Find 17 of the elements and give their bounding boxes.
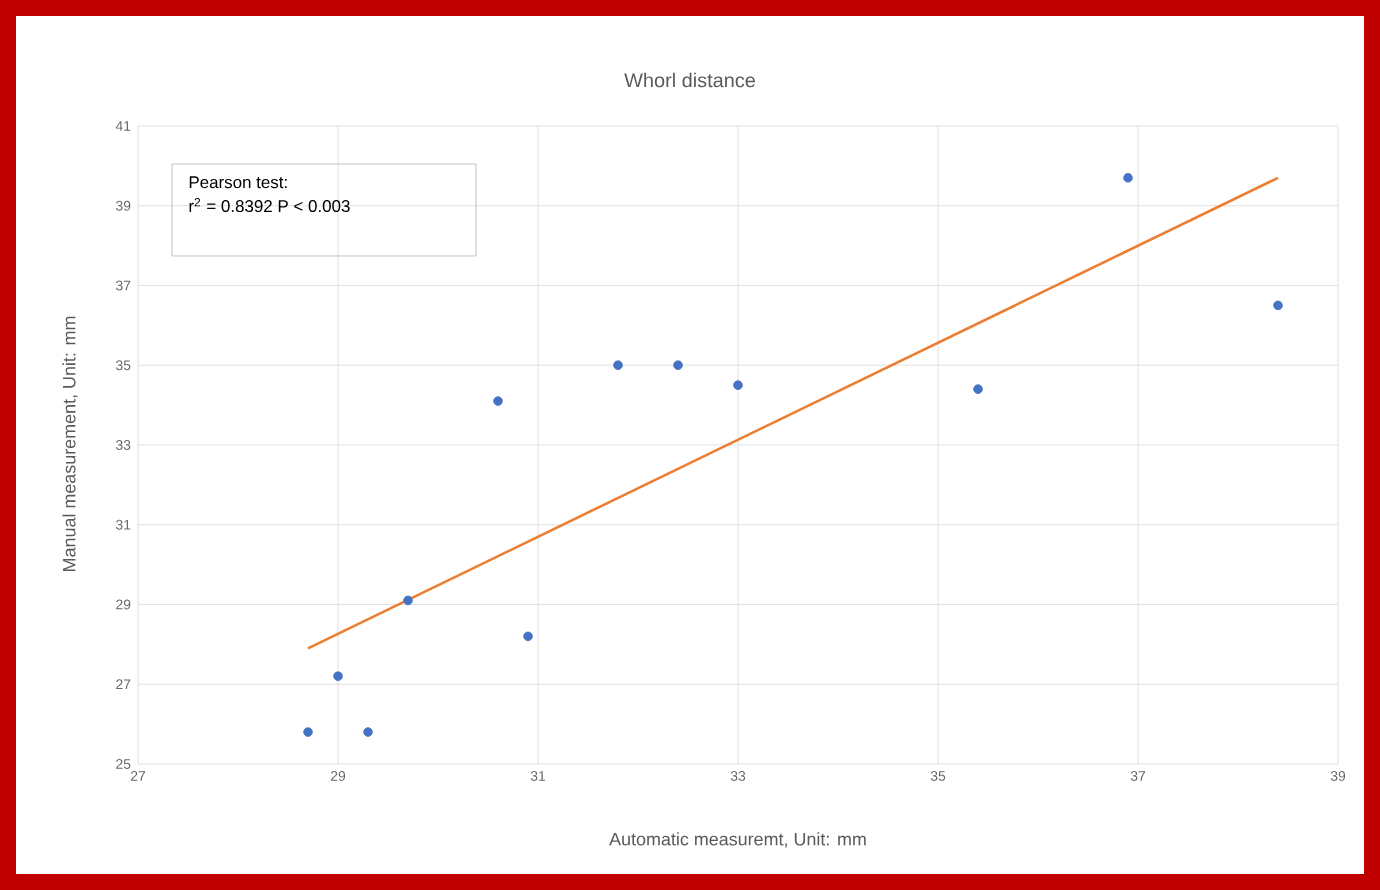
point bbox=[403, 595, 413, 606]
point bbox=[1123, 173, 1133, 183]
point bbox=[973, 384, 983, 394]
point bbox=[333, 671, 343, 682]
x-axis-title: Automatic measuremt, Unit: mm bbox=[609, 832, 866, 848]
point bbox=[303, 727, 313, 737]
point bbox=[613, 360, 623, 370]
annotation: Pearson test: bbox=[189, 176, 287, 189]
point bbox=[493, 396, 503, 406]
point bbox=[1273, 300, 1283, 311]
point bbox=[523, 631, 533, 642]
y-axis-title: Manual measurement, Unit: mm bbox=[62, 316, 78, 571]
point bbox=[363, 727, 373, 737]
point bbox=[673, 360, 683, 370]
point bbox=[733, 380, 743, 390]
chart-title: Whorl distance bbox=[624, 72, 755, 88]
annotation: r$^{2}$ = 0.8392 P < 0.003 bbox=[189, 198, 350, 213]
